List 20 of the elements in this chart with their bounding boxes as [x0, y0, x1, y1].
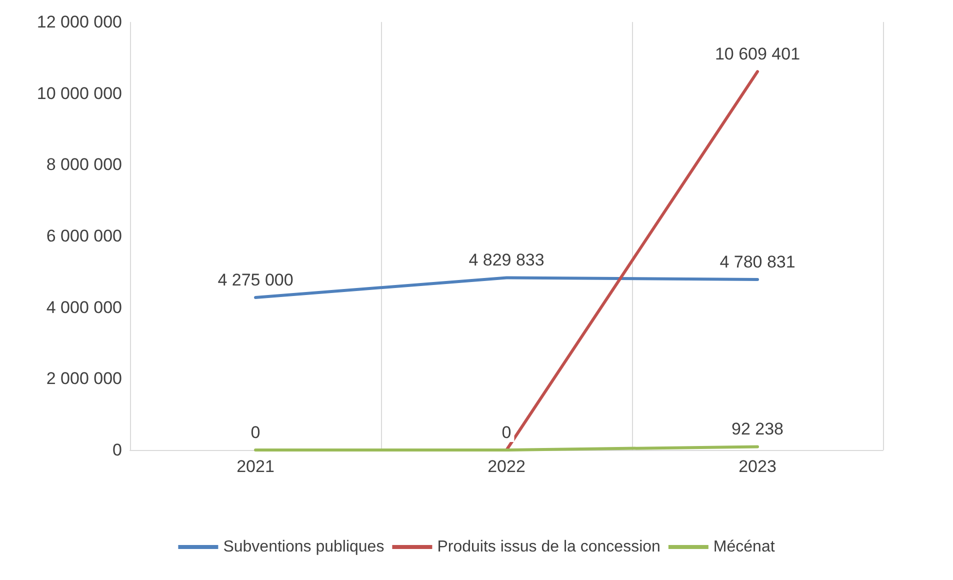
x-tick-label: 2022	[488, 457, 526, 476]
y-tick-label: 8 000 000	[46, 155, 122, 174]
y-tick-label: 4 000 000	[46, 298, 122, 317]
y-tick-label: 10 000 000	[36, 84, 122, 103]
legend-label: Subventions publiques	[223, 538, 384, 556]
x-tick-label: 2023	[738, 457, 776, 476]
y-tick-label: 12 000 000	[36, 12, 122, 32]
data-label: 4 275 000	[218, 270, 294, 290]
y-tick-label: 2 000 000	[46, 369, 122, 388]
data-label: 4 780 831	[720, 252, 796, 272]
x-tick-label: 2021	[236, 457, 274, 476]
data-label: 0	[250, 423, 260, 442]
y-tick-label: 0	[112, 440, 122, 460]
y-tick-label: 6 000 000	[46, 226, 122, 246]
data-label: 92 238	[732, 420, 784, 439]
data-label: 10 609 401	[714, 44, 800, 64]
data-label: 4 829 833	[468, 250, 544, 270]
legend-label: Mécénat	[713, 538, 776, 556]
data-label: 0	[502, 423, 512, 442]
legend-label: Produits issus de la concession	[437, 538, 660, 556]
